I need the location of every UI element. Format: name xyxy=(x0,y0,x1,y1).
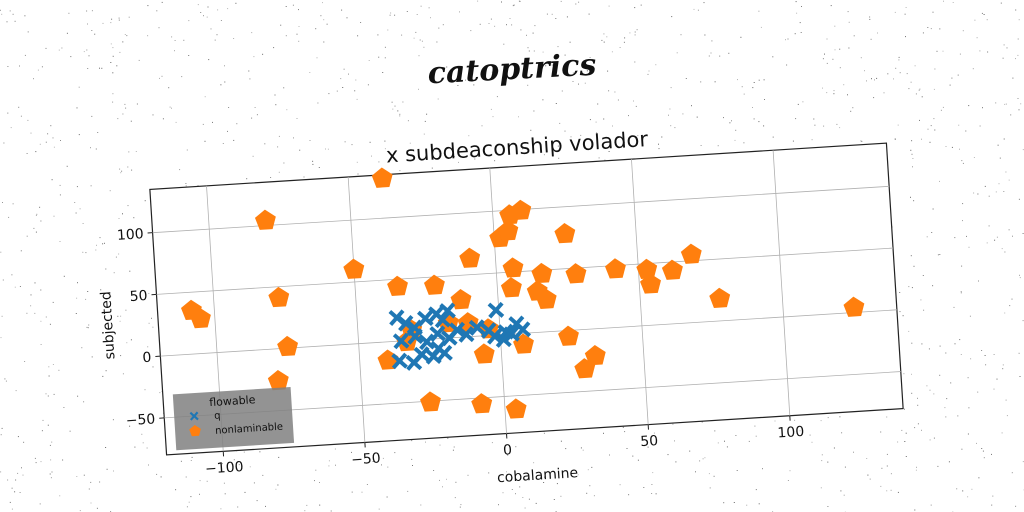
axis-ticks: −100 −50 0 50 100 −50 0 50 100 xyxy=(116,226,805,477)
nonlaminable-point xyxy=(267,369,289,391)
y-tick-label: 50 xyxy=(129,288,148,305)
x-axis-label: cobalamine xyxy=(497,465,579,486)
q-point xyxy=(388,309,406,327)
q-point xyxy=(514,321,532,338)
nonlaminable-point xyxy=(535,288,557,309)
x-grid-line xyxy=(347,176,366,443)
nonlaminable-point xyxy=(584,345,606,366)
nonlaminable-point xyxy=(558,325,579,346)
nonlaminable-point xyxy=(277,335,298,357)
x-tick-label: 0 xyxy=(503,442,513,459)
nonlaminable-point xyxy=(505,398,527,419)
q-point xyxy=(392,332,410,350)
nonlaminable-point xyxy=(497,220,519,241)
nonlaminable-point xyxy=(531,262,553,284)
x-tick-label: 50 xyxy=(640,433,659,450)
nonlaminable-point xyxy=(502,257,524,278)
nonlaminable-point xyxy=(510,199,532,220)
y-tick-label: 0 xyxy=(142,350,152,367)
x-grid-line xyxy=(772,150,791,416)
nonlaminable-point xyxy=(371,167,393,188)
q-point xyxy=(397,315,415,332)
legend-label: q xyxy=(214,410,221,421)
q-point xyxy=(425,348,442,365)
nonlaminable-point xyxy=(565,263,587,284)
q-point xyxy=(406,328,424,345)
q-point xyxy=(417,310,434,327)
nonlaminable-point xyxy=(473,343,495,364)
nonlaminable-point xyxy=(423,274,445,295)
legend-box xyxy=(172,387,295,451)
x-tick-label: −50 xyxy=(351,451,381,469)
nonlaminable-point xyxy=(190,307,211,329)
y-tick-label: −50 xyxy=(125,411,155,429)
nonlaminable-point xyxy=(500,277,522,298)
x-grid-line xyxy=(631,159,649,425)
nonlaminable-point xyxy=(605,258,626,279)
x-grid-line xyxy=(489,168,507,434)
nonlaminable-point xyxy=(640,273,661,294)
data-points xyxy=(180,167,865,419)
q-point xyxy=(413,346,431,363)
nonlaminable-point xyxy=(709,287,731,308)
legend-marker-q xyxy=(189,411,199,421)
nonlaminable-point xyxy=(268,286,290,308)
nonlaminable-point xyxy=(450,289,472,310)
q-point xyxy=(429,325,446,343)
q-point xyxy=(468,319,486,336)
q-point xyxy=(495,331,512,348)
q-point xyxy=(391,352,408,370)
legend-label: nonlaminable xyxy=(215,422,284,437)
nonlaminable-point xyxy=(254,209,276,230)
legend-marker-nonlaminable xyxy=(189,424,201,437)
q-point xyxy=(436,344,453,362)
y-grid-line xyxy=(156,247,894,295)
q-point xyxy=(503,325,520,343)
q-point xyxy=(418,333,436,351)
q-point xyxy=(449,321,466,339)
nonlaminable-point xyxy=(387,275,408,296)
nonlaminable-point xyxy=(680,243,702,264)
q-point xyxy=(457,326,475,343)
nonlaminable-point xyxy=(459,247,481,268)
q-point xyxy=(487,301,505,319)
x-tick-label: 100 xyxy=(777,424,805,442)
legend-title: flowable xyxy=(209,393,256,409)
nonlaminable-point xyxy=(554,222,576,244)
y-axis-label: subjected xyxy=(98,291,118,360)
y-tick-label: 100 xyxy=(116,226,144,244)
nonlaminable-point xyxy=(843,296,865,317)
nonlaminable-point xyxy=(661,259,683,280)
q-point xyxy=(486,328,504,345)
nonlaminable-point xyxy=(471,393,493,414)
nonlaminable-point xyxy=(636,258,658,279)
nonlaminable-point xyxy=(343,258,365,279)
q-point xyxy=(439,302,456,320)
nonlaminable-point xyxy=(457,312,479,333)
x-tick-label: −100 xyxy=(205,459,244,477)
q-point xyxy=(434,311,451,329)
nonlaminable-point xyxy=(420,391,441,412)
